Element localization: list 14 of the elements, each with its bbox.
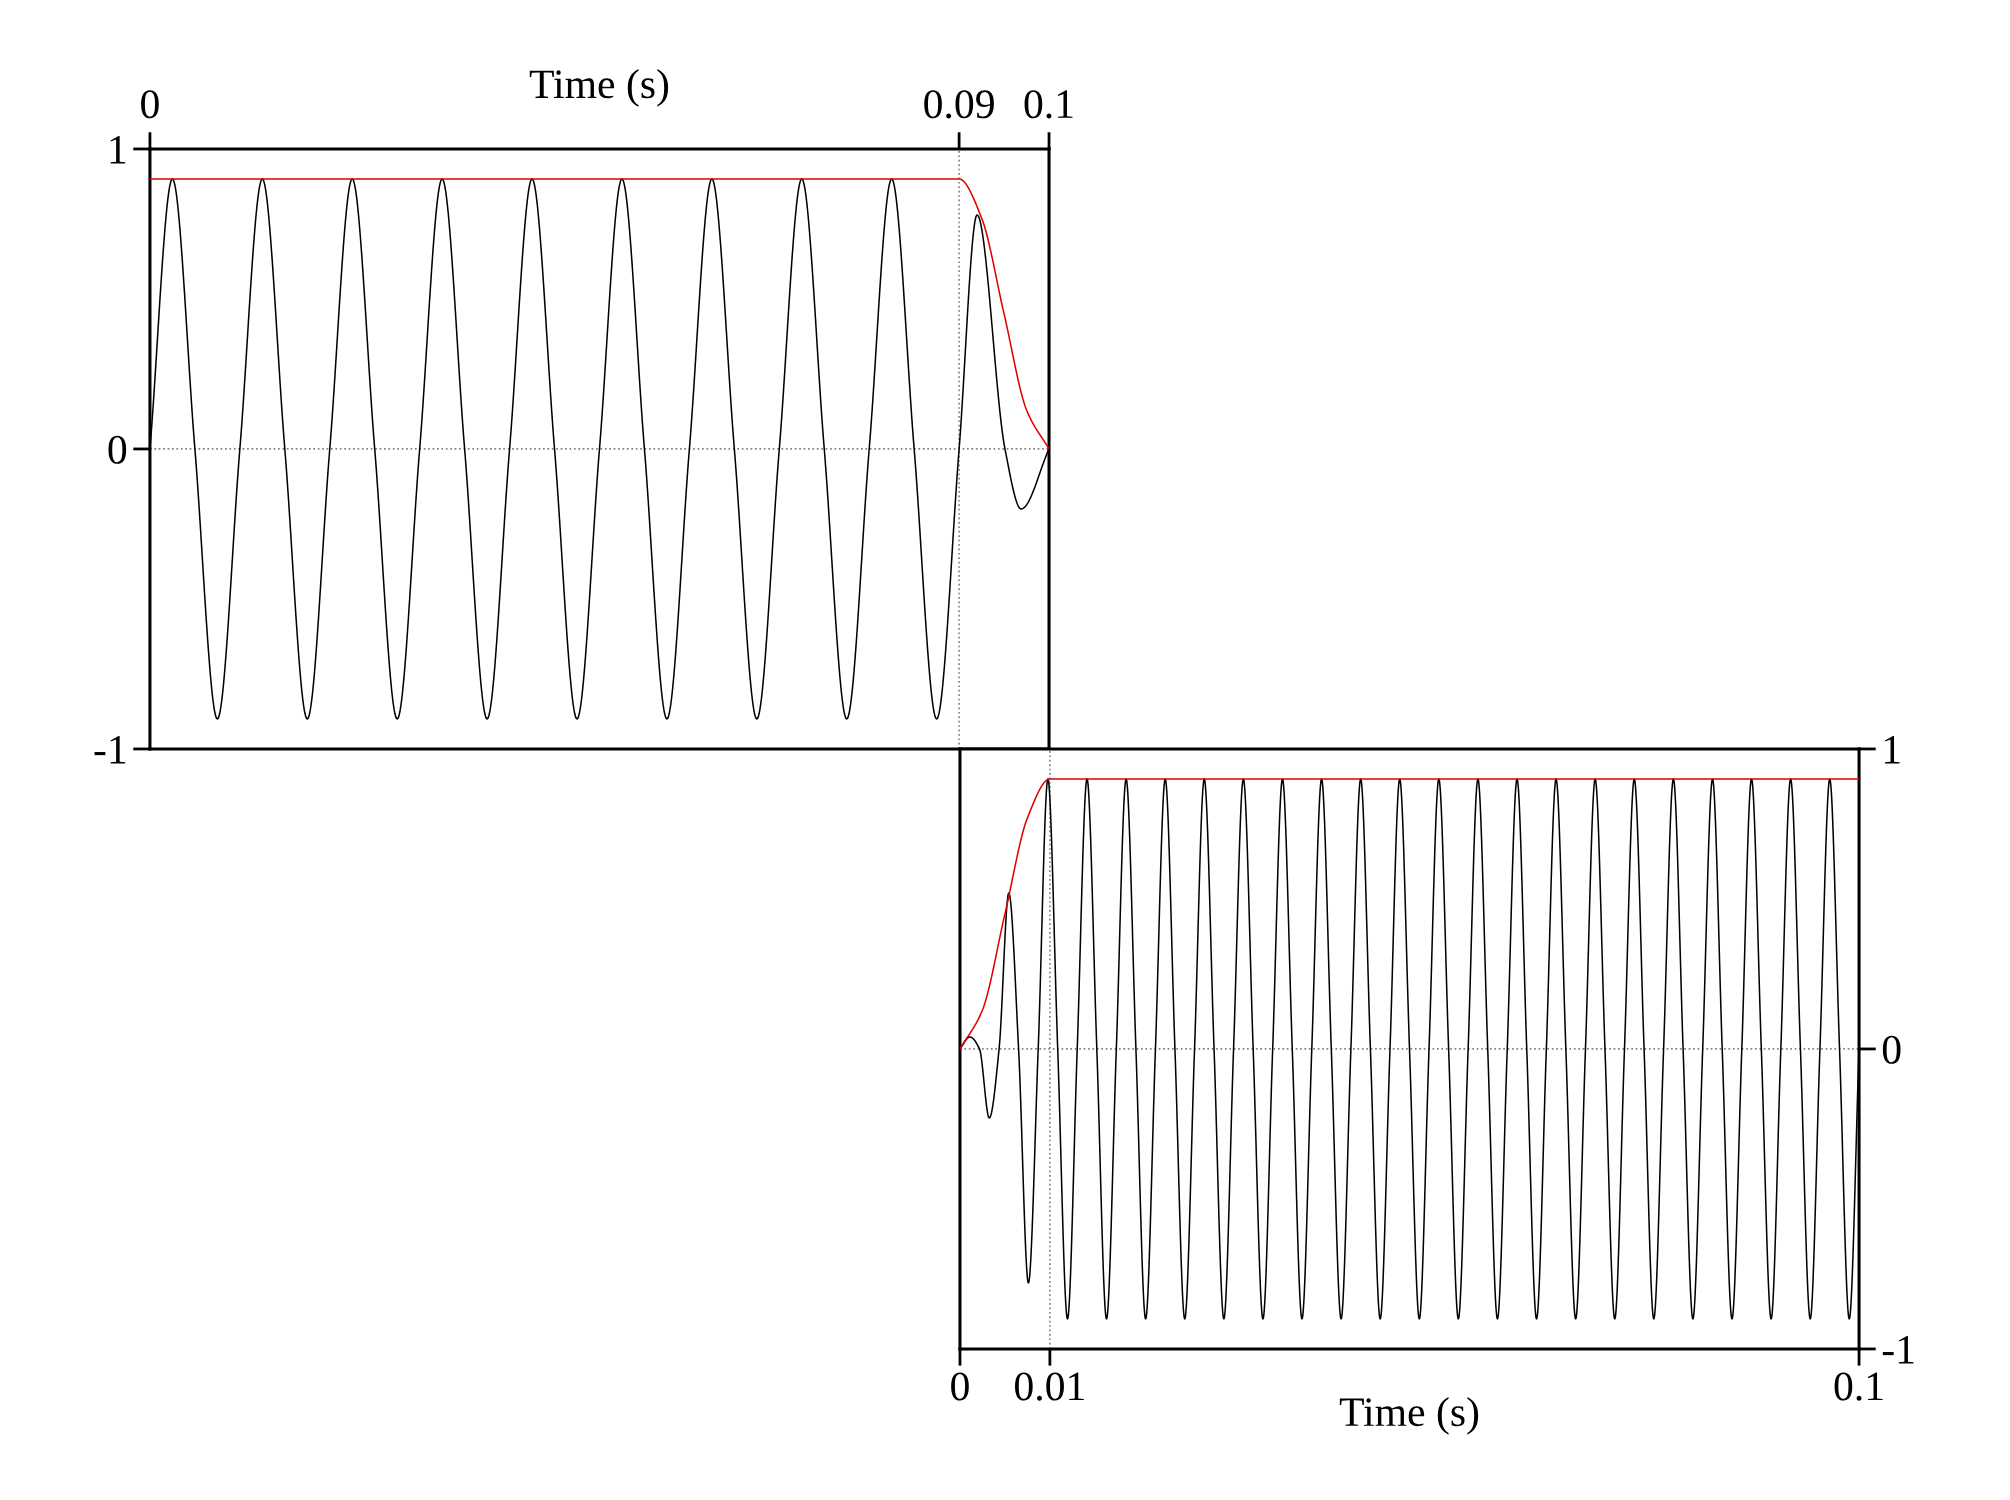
y-tick-label: 0 [108,435,127,464]
x-tick-label: 0 [951,1372,969,1401]
y-tick-label: 1 [110,135,126,164]
y-tick-label: 0 [1882,1035,1901,1064]
x-tick-label: 0 [141,90,159,119]
y-tick-label: -1 [94,735,126,764]
x-axis-title: Time (s) [1339,1396,1479,1435]
x-tick-label: 0.09 [924,90,994,119]
x-tick-label: 0.1 [1024,90,1073,119]
x-tick-label: 0.1 [1834,1372,1883,1401]
x-tick-label: 0.01 [1015,1372,1084,1401]
x-axis-title: Time (s) [529,69,669,107]
y-tick-label: 1 [1884,735,1900,764]
y-tick-label: -1 [1882,1335,1914,1364]
